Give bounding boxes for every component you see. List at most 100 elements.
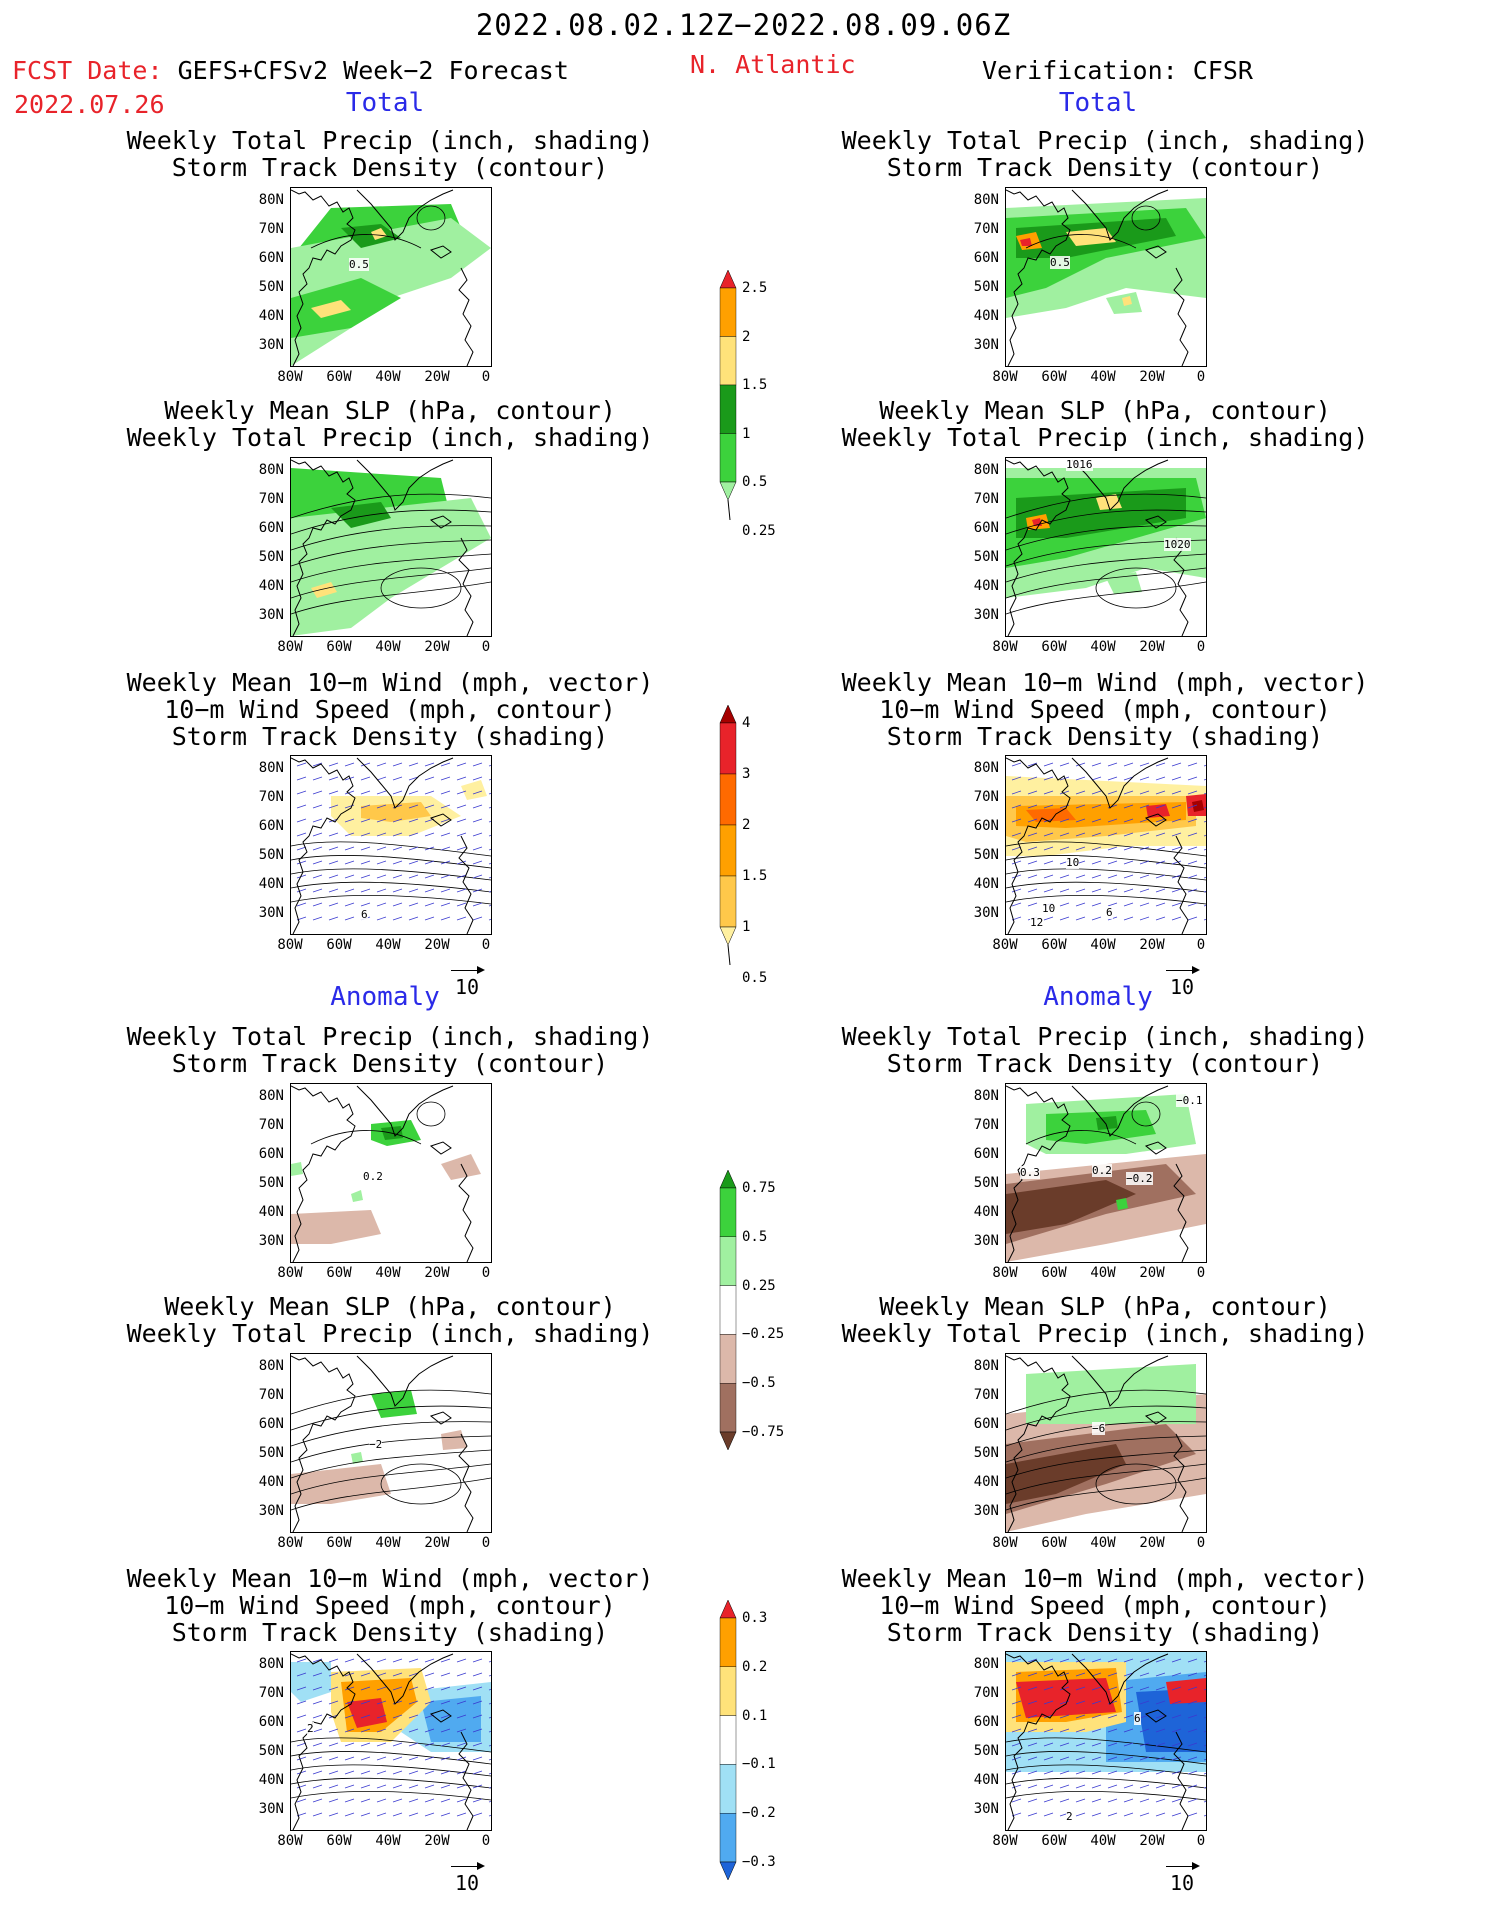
colorbar-label: 2: [742, 328, 751, 345]
section-anomaly-fcst: Anomaly: [330, 982, 440, 1012]
fcst-anom-precip-title: Weekly Total Precip (inch, shading) Storm…: [90, 1023, 690, 1077]
lon-tick-label: 40W: [1090, 369, 1116, 385]
lat-tick-label: 80N: [973, 192, 999, 208]
lat-tick-label: 30N: [258, 1233, 284, 1249]
lat-tick-label: 60N: [258, 1714, 284, 1730]
cfsr-anom-precip-title: Weekly Total Precip (inch, shading) Storm…: [805, 1023, 1405, 1077]
lat-tick-label: 40N: [258, 876, 284, 892]
colorbar-label: −0.1: [742, 1756, 776, 1773]
lon-tick-label: 60W: [1041, 639, 1067, 655]
panel-title-line: Storm Track Density (contour): [171, 1049, 609, 1078]
lon-tick-label: 60W: [326, 1265, 352, 1281]
lat-tick-label: 50N: [973, 847, 999, 863]
panel-title-line: Weekly Total Precip (inch, shading): [126, 423, 654, 452]
lat-tick-label: 50N: [258, 549, 284, 565]
vector-reference-value: 10: [1169, 975, 1195, 999]
fcst-total-wind-map: 6: [290, 755, 492, 935]
lat-tick-label: 70N: [973, 1387, 999, 1403]
panel-title-line: Weekly Mean SLP (hPa, contour): [164, 1292, 616, 1321]
fcst-anom-wind-title: Weekly Mean 10−m Wind (mph, vector) 10−m …: [90, 1565, 690, 1646]
lat-tick-label: 60N: [973, 1714, 999, 1730]
fcst-total-precip-map: 0.5: [290, 187, 492, 367]
lon-tick-label: 60W: [326, 1833, 352, 1849]
lat-tick-label: 60N: [973, 520, 999, 536]
contour-label: −6: [1092, 1422, 1106, 1435]
panel-title-line: Storm Track Density (shading): [171, 1618, 609, 1647]
lon-tick-label: 60W: [326, 1535, 352, 1551]
lat-tick-label: 70N: [258, 1685, 284, 1701]
arrow-icon: [1162, 965, 1202, 975]
panel-title-line: Storm Track Density (shading): [886, 722, 1324, 751]
lon-tick-label: 20W: [1139, 937, 1165, 953]
lon-tick-label: 0: [1196, 1833, 1206, 1849]
lat-tick-label: 40N: [258, 1772, 284, 1788]
lat-tick-label: 50N: [258, 279, 284, 295]
lat-tick-label: 80N: [973, 1088, 999, 1104]
lat-tick-label: 30N: [973, 1503, 999, 1519]
vector-reference: 10: [1162, 1861, 1202, 1895]
lat-tick-label: 80N: [258, 1656, 284, 1672]
panel-title-line: Storm Track Density (contour): [886, 153, 1324, 182]
lat-tick-label: 50N: [258, 847, 284, 863]
colorbar-label: −0.5: [742, 1375, 776, 1392]
lat-tick-label: 70N: [258, 1387, 284, 1403]
lat-tick-label: 60N: [973, 1416, 999, 1432]
lon-tick-label: 40W: [375, 369, 401, 385]
lat-tick-label: 40N: [973, 578, 999, 594]
contour-label: 0.5: [349, 258, 369, 271]
lon-tick-label: 40W: [375, 1833, 401, 1849]
lat-tick-label: 80N: [973, 462, 999, 478]
lon-tick-label: 0: [481, 369, 491, 385]
lon-tick-label: 0: [1196, 639, 1206, 655]
lat-tick-label: 70N: [973, 1117, 999, 1133]
lat-tick-label: 50N: [258, 1743, 284, 1759]
vector-reference-value: 10: [454, 1871, 480, 1895]
lat-tick-label: 60N: [258, 1416, 284, 1432]
lat-tick-label: 70N: [258, 221, 284, 237]
cfsr-total-slp-title: Weekly Mean SLP (hPa, contour) Weekly Tot…: [805, 397, 1405, 451]
lat-tick-label: 30N: [258, 1801, 284, 1817]
lat-tick-label: 70N: [258, 491, 284, 507]
lat-tick-label: 50N: [973, 279, 999, 295]
lat-tick-label: 70N: [973, 1685, 999, 1701]
track-anom-colorbar: [718, 1599, 738, 1924]
lat-tick-label: 40N: [258, 308, 284, 324]
lat-tick-label: 30N: [258, 607, 284, 623]
contour-label: −0.1: [1176, 1094, 1203, 1107]
colorbar-label: 3: [742, 766, 751, 782]
lon-tick-label: 60W: [326, 937, 352, 953]
region-label: N. Atlantic: [690, 50, 856, 79]
cfsr-anom-precip-map: −0.1 0.3 0.2 −0.2: [1005, 1083, 1207, 1263]
contour-label: 6: [1106, 906, 1113, 919]
lon-tick-label: 20W: [424, 1535, 450, 1551]
fcst-model: GEFS+CFSv2 Week−2 Forecast: [177, 56, 569, 85]
panel-title-line: Weekly Total Precip (inch, shading): [841, 423, 1369, 452]
lat-tick-label: 40N: [258, 1474, 284, 1490]
lat-tick-label: 30N: [973, 1233, 999, 1249]
cfsr-total-slp-map: 1016 1020: [1005, 457, 1207, 637]
lat-tick-label: 30N: [258, 337, 284, 353]
lon-tick-label: 20W: [424, 369, 450, 385]
fcst-date-label: FCST Date:: [12, 56, 178, 85]
lat-tick-label: 40N: [973, 1204, 999, 1220]
lat-tick-label: 70N: [973, 221, 999, 237]
lon-tick-label: 80W: [992, 369, 1018, 385]
lat-tick-label: 40N: [258, 1204, 284, 1220]
lat-tick-label: 80N: [973, 760, 999, 776]
lon-tick-label: 40W: [1090, 1833, 1116, 1849]
lon-tick-label: 20W: [424, 1265, 450, 1281]
contour-label: 6: [1134, 1712, 1141, 1725]
panel-title-line: Weekly Mean 10−m Wind (mph, vector): [841, 1564, 1369, 1593]
colorbar-label: 4: [742, 715, 751, 731]
lat-tick-label: 30N: [258, 905, 284, 921]
lon-tick-label: 60W: [1041, 937, 1067, 953]
fcst-total-slp-map: [290, 457, 492, 637]
contour-label: 10: [1066, 856, 1080, 869]
panel-title-line: Storm Track Density (shading): [886, 1618, 1324, 1647]
cfsr-total-wind-title: Weekly Mean 10−m Wind (mph, vector) 10−m …: [805, 669, 1405, 750]
colorbar-label: 1: [742, 425, 751, 442]
verification-label: Verification: CFSR: [982, 56, 1253, 85]
lon-tick-label: 60W: [1041, 1535, 1067, 1551]
panel-title-line: Weekly Total Precip (inch, shading): [126, 126, 654, 155]
lat-tick-label: 40N: [973, 876, 999, 892]
